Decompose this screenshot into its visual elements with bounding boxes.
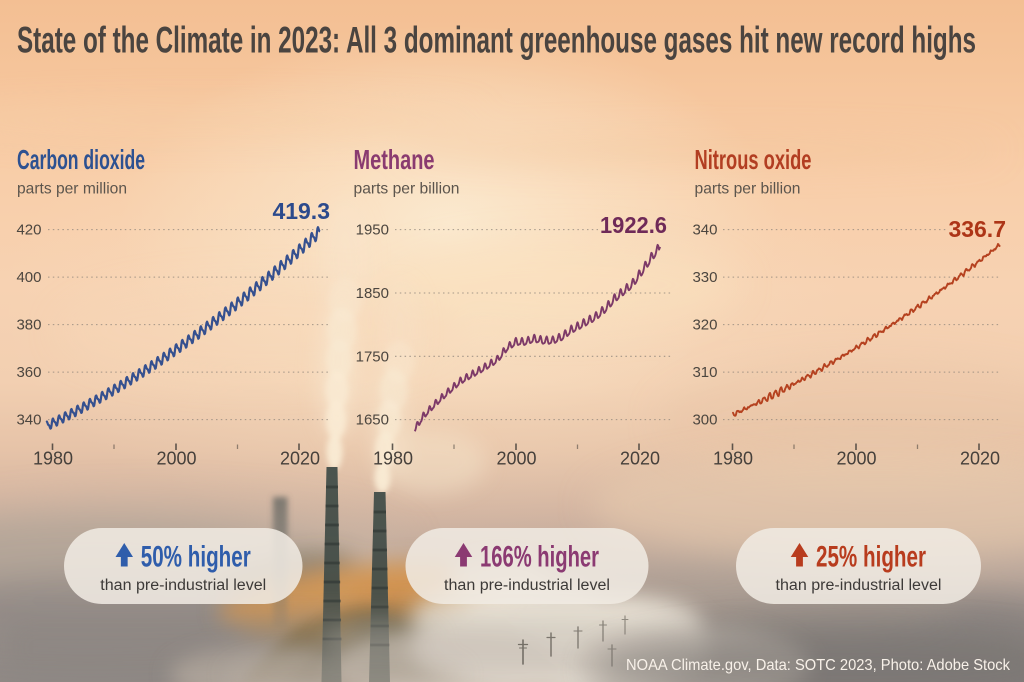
svg-text:2000: 2000 <box>836 449 876 469</box>
svg-text:1650: 1650 <box>356 412 389 429</box>
svg-text:2020: 2020 <box>620 449 660 469</box>
svg-text:300: 300 <box>692 412 717 429</box>
svg-text:than pre-industrial level: than pre-industrial level <box>444 577 610 594</box>
svg-text:420: 420 <box>16 222 41 239</box>
svg-text:310: 310 <box>692 364 717 381</box>
svg-text:2000: 2000 <box>156 449 196 469</box>
svg-text:1980: 1980 <box>33 449 73 469</box>
svg-text:1750: 1750 <box>356 348 389 365</box>
svg-text:50% higher: 50% higher <box>141 541 251 574</box>
svg-text:166% higher: 166% higher <box>480 541 599 574</box>
svg-text:419.3: 419.3 <box>272 198 330 224</box>
svg-text:25% higher: 25% higher <box>816 541 926 574</box>
svg-text:Methane: Methane <box>354 144 435 175</box>
svg-text:320: 320 <box>692 317 717 334</box>
svg-text:340: 340 <box>16 412 41 429</box>
svg-text:380: 380 <box>16 317 41 334</box>
svg-text:than pre-industrial level: than pre-industrial level <box>776 577 942 594</box>
svg-text:2020: 2020 <box>280 449 320 469</box>
svg-text:400: 400 <box>16 269 41 286</box>
svg-text:parts per billion: parts per billion <box>354 181 460 198</box>
svg-text:2000: 2000 <box>496 449 536 469</box>
svg-text:1850: 1850 <box>356 285 389 302</box>
svg-text:parts per million: parts per million <box>17 181 127 198</box>
svg-text:than pre-industrial level: than pre-industrial level <box>100 577 266 594</box>
svg-text:State of the Climate in 2023:: State of the Climate in 2023: All 3 domi… <box>17 20 976 61</box>
svg-text:340: 340 <box>692 222 717 239</box>
svg-text:parts per billion: parts per billion <box>695 181 801 198</box>
svg-text:2020: 2020 <box>960 449 1000 469</box>
svg-text:Carbon dioxide: Carbon dioxide <box>17 144 145 175</box>
svg-text:Nitrous oxide: Nitrous oxide <box>695 144 812 175</box>
svg-text:1950: 1950 <box>356 222 389 239</box>
svg-text:1980: 1980 <box>713 449 753 469</box>
svg-text:NOAA Climate.gov, Data: SOTC 2: NOAA Climate.gov, Data: SOTC 2023, Photo… <box>626 657 1011 674</box>
svg-text:336.7: 336.7 <box>948 216 1006 242</box>
svg-text:330: 330 <box>692 269 717 286</box>
svg-text:1922.6: 1922.6 <box>600 212 667 238</box>
svg-text:1980: 1980 <box>373 449 413 469</box>
svg-text:360: 360 <box>16 364 41 381</box>
